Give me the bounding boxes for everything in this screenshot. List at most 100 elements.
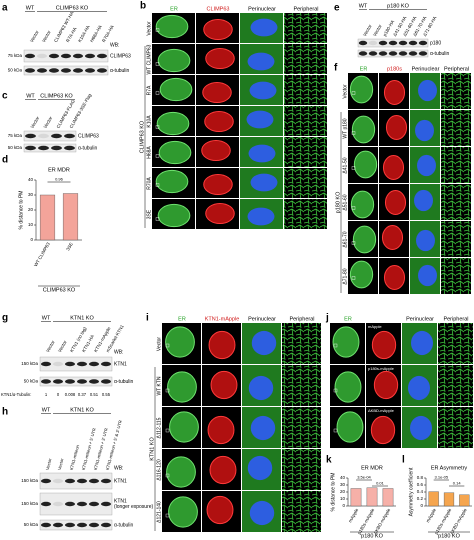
blot-band <box>100 478 112 484</box>
panel-letter: d <box>2 155 8 166</box>
cell-er <box>350 190 375 219</box>
y-tick-label: 20 <box>28 207 34 212</box>
y-tick-label: 0.4 <box>417 489 424 494</box>
x-tick-label: ΔKBD-mApple <box>373 507 392 535</box>
blot-band <box>60 68 72 73</box>
group-label: p180 KO <box>438 533 460 539</box>
lane-label: KTN1-mNeon <box>69 444 81 471</box>
micrograph <box>441 258 471 294</box>
blot-band <box>51 133 62 139</box>
marker-label: 150 kDa <box>21 361 38 366</box>
y-tick-label: 40 <box>340 475 346 480</box>
marker-label: 50 kDa <box>24 522 39 527</box>
micrograph <box>284 75 327 105</box>
nucleus <box>247 52 275 71</box>
nucleus <box>250 18 278 37</box>
lane-label: Vector <box>57 457 65 470</box>
column-header: Perinuclear <box>412 66 440 72</box>
cell-er <box>156 111 190 136</box>
blot-band <box>38 145 49 151</box>
micrograph <box>282 323 321 364</box>
nucleus <box>414 189 433 212</box>
micrograph <box>282 365 321 406</box>
y-tick-label: 30 <box>340 482 346 487</box>
column-header: ER <box>344 316 352 322</box>
panel-letter: i <box>146 313 149 324</box>
blot-band <box>100 379 112 384</box>
nucleus <box>407 375 431 401</box>
cell-marker <box>202 81 232 104</box>
cell-marker <box>203 18 233 41</box>
micrograph <box>284 106 327 136</box>
nucleus <box>250 173 278 192</box>
column-header: Perinuclear <box>248 316 276 322</box>
blot-label: CLIMP63 <box>78 133 99 139</box>
cell-marker <box>383 80 406 105</box>
cell-marker <box>205 47 235 70</box>
blot-band <box>100 522 112 528</box>
y-tick-label: 20 <box>340 489 346 494</box>
blot-band <box>36 53 48 59</box>
blot-band <box>48 68 60 73</box>
roi-box <box>155 154 160 158</box>
panel-letter: e <box>334 3 340 14</box>
row-label: WT KTN <box>156 376 162 395</box>
wb-label: WB: <box>114 465 123 471</box>
blot-label: KTN1 <box>114 499 127 505</box>
column-header: Peripheral <box>444 66 469 72</box>
panel-letter: j <box>325 313 329 324</box>
row-label: Vector <box>146 21 152 36</box>
blot-strip <box>39 356 113 372</box>
group-label: CLIMP63 KO <box>56 5 89 11</box>
blot-band <box>76 361 88 367</box>
blot-band <box>88 379 100 384</box>
marker-label: 50 kDa <box>8 145 23 150</box>
group-label: CLIMP63 KO <box>43 287 76 293</box>
lane-label: Vector <box>372 23 383 37</box>
blot-label: α-tubulin <box>114 522 134 528</box>
p-value: 3.1e-05 <box>435 475 449 480</box>
cell-marker <box>385 115 408 140</box>
y-tick-label: 0.2 <box>417 496 424 501</box>
roi-box <box>165 428 170 433</box>
y-tick-label: 0.8 <box>417 475 424 480</box>
ratio-value: 0.51 <box>90 392 99 397</box>
cell-er <box>352 225 377 254</box>
y-axis-label: Asymmetry coefficient <box>408 467 414 516</box>
blot-label: α-tubulin <box>114 379 134 385</box>
blot-band <box>40 501 52 507</box>
blot-band <box>64 145 75 151</box>
nucleus <box>249 500 275 526</box>
group-label: WT <box>359 3 368 9</box>
blot-band <box>25 145 36 151</box>
nucleus <box>247 207 275 226</box>
cell-marker <box>208 330 236 360</box>
blot-band <box>76 522 88 528</box>
blot-band <box>40 522 52 528</box>
column-header: ER <box>170 6 178 12</box>
blot-band <box>88 501 100 507</box>
blot-band <box>72 68 84 73</box>
roi-box <box>333 343 338 348</box>
blot-band <box>40 379 52 384</box>
blot-band <box>358 40 368 46</box>
row-label: Δ51-60 <box>342 194 348 210</box>
cell-marker <box>203 173 233 196</box>
blot-strip <box>23 143 77 153</box>
bar <box>350 488 362 507</box>
blot-band <box>358 51 368 56</box>
blot-band <box>388 40 398 46</box>
blot-band <box>64 133 75 139</box>
micrograph <box>282 491 321 532</box>
row-label: K10A <box>146 115 152 128</box>
marker-label: 50 kDa <box>24 379 39 384</box>
roi-box <box>165 473 170 478</box>
ratio-value: 0.008 <box>65 392 76 397</box>
blot-band <box>398 40 408 46</box>
marker-label: 50 kDa <box>8 68 23 73</box>
roi-box <box>333 428 338 433</box>
row-label: R70A <box>146 177 152 190</box>
blot-band <box>25 133 36 139</box>
blot-band <box>24 53 36 59</box>
blot-strip <box>39 492 113 516</box>
